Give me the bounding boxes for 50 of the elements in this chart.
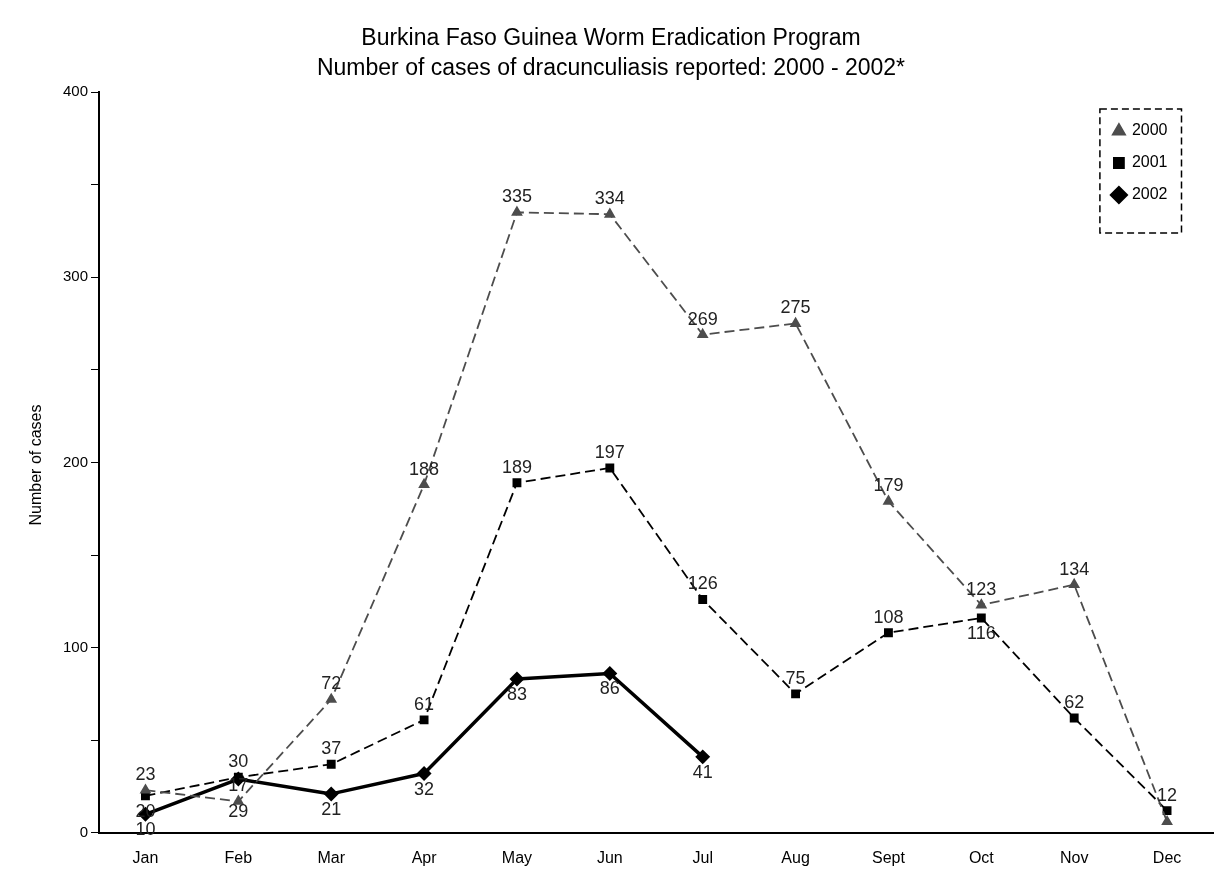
x-tick-label: Sept <box>871 848 906 866</box>
data-label: 197 <box>594 441 625 462</box>
x-tick-label: Oct <box>968 848 995 866</box>
x-tick-label: Jul <box>692 848 713 866</box>
y-tick-label: 200 <box>63 452 89 470</box>
y-tick-label: 400 <box>63 82 89 100</box>
x-tick-label: Aug <box>781 848 810 866</box>
x-tick-label: Apr <box>411 848 438 866</box>
data-label: 179 <box>873 475 904 496</box>
data-label: 335 <box>501 186 532 207</box>
data-label: 32 <box>414 778 435 799</box>
data-label: 41 <box>692 761 713 782</box>
chart-subtitle: Number of cases of dracunculiasis reported: 2000 - 2002* <box>315 53 907 82</box>
data-label: 72 <box>321 673 342 694</box>
data-label: 108 <box>873 606 904 627</box>
data-label: 188 <box>409 458 440 479</box>
data-label: 116 <box>966 622 996 643</box>
data-label: 126 <box>687 573 718 594</box>
x-tick-label: May <box>501 848 533 866</box>
data-label: 37 <box>321 738 342 759</box>
y-tick-label: 300 <box>63 267 89 285</box>
legend-label: 2000 <box>1131 121 1168 139</box>
y-tick-label: 100 <box>63 637 89 655</box>
chart-title: Burkina Faso Guinea Worm Eradication Program <box>360 23 862 52</box>
data-label: 23 <box>135 764 156 785</box>
x-tick-label: Jan <box>132 848 159 866</box>
data-label: 275 <box>780 297 811 318</box>
legend-label: 2001 <box>1131 153 1168 171</box>
data-label: 334 <box>594 188 625 209</box>
x-tick-label: Jun <box>596 848 623 866</box>
data-label: 269 <box>687 308 718 329</box>
data-label: 21 <box>321 798 342 819</box>
data-label: 75 <box>785 667 806 688</box>
data-label: 62 <box>1064 691 1085 712</box>
y-axis-title: Number of cases <box>27 404 45 526</box>
data-label: 189 <box>501 456 532 477</box>
x-tick-label: Nov <box>1059 848 1089 866</box>
data-label: 134 <box>1059 558 1090 579</box>
data-label: 30 <box>228 751 249 772</box>
data-label: 123 <box>966 578 997 599</box>
data-label: 61 <box>414 693 435 714</box>
y-tick-label: 0 <box>79 822 89 840</box>
x-tick-label: Mar <box>317 848 346 866</box>
data-label: 86 <box>599 678 620 699</box>
x-tick-label: Dec <box>1152 848 1182 866</box>
x-tick-label: Feb <box>224 848 253 866</box>
data-label: 29 <box>228 801 249 822</box>
legend-label: 2002 <box>1131 185 1168 203</box>
data-label: 12 <box>1157 784 1178 805</box>
data-label: 83 <box>506 684 527 705</box>
